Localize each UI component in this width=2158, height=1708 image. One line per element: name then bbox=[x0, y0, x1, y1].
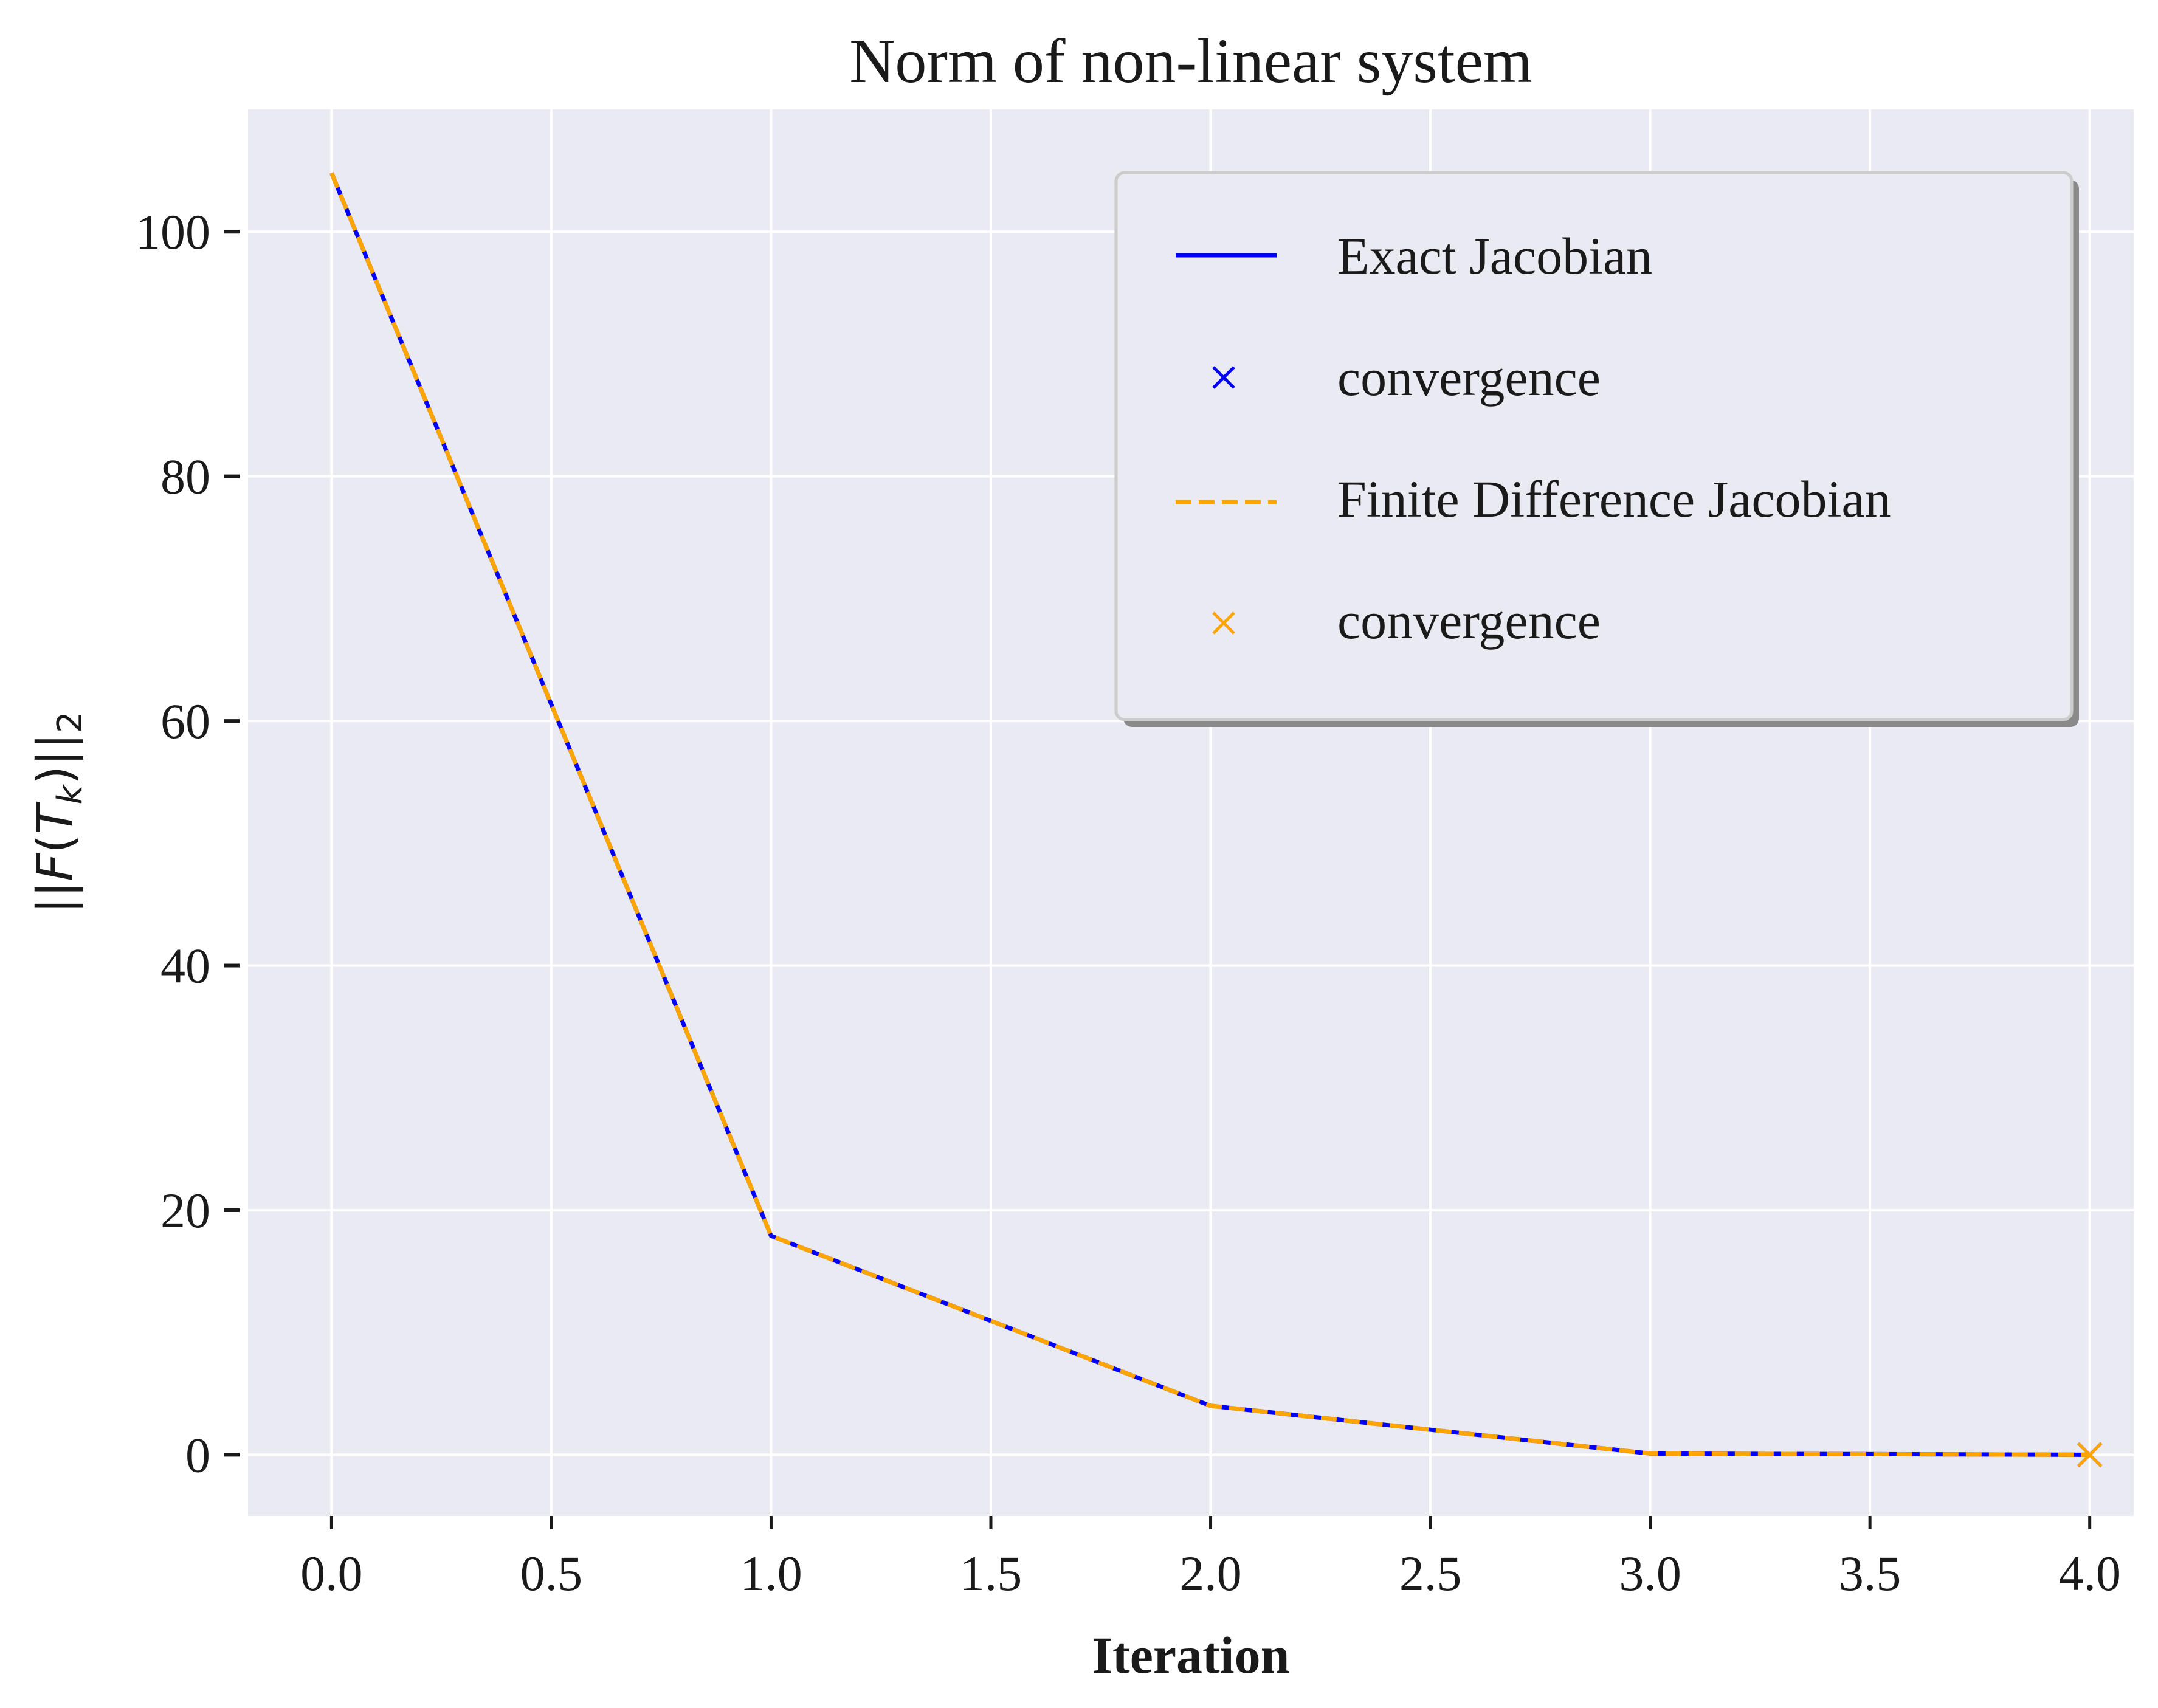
series-group bbox=[329, 172, 2103, 1468]
y-tick-label: 40 bbox=[160, 938, 210, 994]
legend-label-exact: Exact Jacobian bbox=[1337, 227, 1652, 285]
x-tick-label: 1.5 bbox=[960, 1546, 1022, 1601]
legend-label-finite: Finite Difference Jacobian bbox=[1337, 470, 1891, 528]
y-tick-label: 80 bbox=[160, 449, 210, 504]
x-tick-label: 0.5 bbox=[520, 1546, 583, 1601]
legend-swatch-exact-convergence bbox=[1212, 366, 1235, 389]
x-tick-label: 4.0 bbox=[2058, 1546, 2121, 1601]
x-tick-label: 2.5 bbox=[1399, 1546, 1462, 1601]
y-axis-label: ||F(Tk)||2 bbox=[27, 711, 90, 914]
y-tick-label: 20 bbox=[160, 1183, 210, 1238]
legend-label-exact-convergence: convergence bbox=[1337, 348, 1601, 407]
x-axis-label: Iteration bbox=[1092, 1626, 1290, 1684]
x-tick-label: 2.0 bbox=[1179, 1546, 1242, 1601]
y-axis-ticks: 0 20 40 60 80 100 bbox=[136, 204, 240, 1482]
x-axis-ticks: 0.0 0.5 1.0 1.5 2.0 2.5 3.0 3.5 4.0 bbox=[300, 1516, 2121, 1601]
legend-swatch-finite-convergence bbox=[1212, 611, 1235, 635]
y-tick-label: 100 bbox=[136, 204, 210, 260]
x-tick-label: 3.5 bbox=[1839, 1546, 1901, 1601]
legend-label-finite-convergence: convergence bbox=[1337, 591, 1601, 650]
chart-title: Norm of non-linear system bbox=[849, 26, 1532, 96]
convergence-marker-3 bbox=[2077, 1442, 2103, 1468]
legend-box bbox=[1114, 171, 2074, 721]
y-tick-label: 0 bbox=[185, 1427, 210, 1482]
legend: Exact Jacobian convergence Finite Differ… bbox=[1114, 171, 2079, 727]
y-tick-label: 60 bbox=[160, 694, 210, 749]
x-tick-label: 0.0 bbox=[300, 1546, 363, 1601]
x-tick-label: 1.0 bbox=[740, 1546, 802, 1601]
x-tick-label: 3.0 bbox=[1619, 1546, 1681, 1601]
